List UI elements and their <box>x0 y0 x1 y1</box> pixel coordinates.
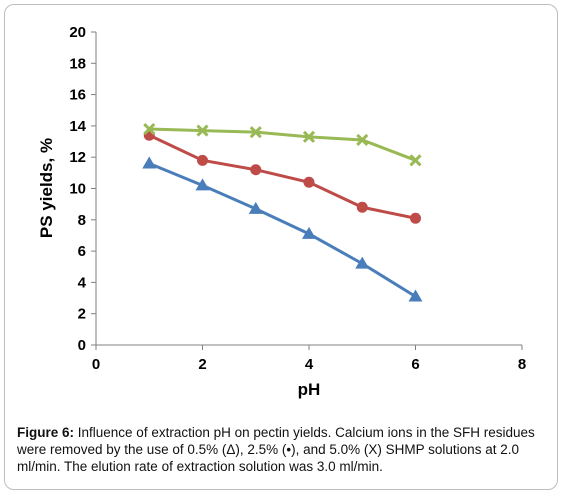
y-tick-label: 12 <box>69 149 86 166</box>
x-axis-label: pH <box>298 380 321 399</box>
y-tick-label: 16 <box>69 87 86 104</box>
circle-point <box>250 164 262 176</box>
x-point-stroke <box>249 126 262 139</box>
x-point-stroke <box>143 122 156 136</box>
line-chart: 0 2 4 6 8 10 12 14 16 18 20 0 2 4 6 8 pH PS yields, % <box>37 24 526 399</box>
x-point <box>356 133 369 147</box>
y-tick-label: 2 <box>78 306 86 323</box>
y-tick-label: 0 <box>78 337 86 354</box>
circle-point <box>410 212 421 224</box>
circle-point <box>356 201 368 213</box>
series-line-circle <box>148 133 416 220</box>
chart-series <box>142 122 423 302</box>
circle-point <box>303 176 315 188</box>
x-point-stroke <box>302 130 316 143</box>
triangle-point <box>195 178 210 191</box>
series-line-x <box>149 127 417 162</box>
figure-caption: Figure 6: Influence of extraction pH on … <box>17 424 545 475</box>
x-point-stroke <box>356 133 369 147</box>
x-point <box>143 122 156 136</box>
triangle-point <box>408 289 423 302</box>
x-tick-label: 2 <box>198 356 206 373</box>
triangle-point <box>355 256 370 269</box>
x-point <box>302 130 316 143</box>
caption-text: Influence of extraction pH on pectin yie… <box>17 425 535 474</box>
y-tick-label: 18 <box>69 55 86 72</box>
x-tick-label: 4 <box>305 356 314 373</box>
triangle-point <box>142 156 157 169</box>
y-axis-label: PS yields, % <box>37 138 56 238</box>
x-point-stroke <box>196 124 209 137</box>
x-tick-label: 8 <box>518 356 526 373</box>
x-point-stroke <box>409 154 422 167</box>
chart-axes: 0 2 4 6 8 10 12 14 16 18 20 0 2 4 6 8 <box>69 24 526 373</box>
y-tick-label: 8 <box>78 212 86 229</box>
triangle-point <box>248 201 263 214</box>
series-line-triangle <box>148 162 417 298</box>
x-point <box>249 126 262 139</box>
y-tick-label: 6 <box>78 243 86 260</box>
x-point <box>409 154 422 167</box>
x-tick-label: 0 <box>92 356 100 373</box>
y-tick-label: 4 <box>78 274 87 291</box>
x-tick-label: 6 <box>411 356 419 373</box>
x-point <box>196 124 209 137</box>
triangle-point <box>302 226 316 239</box>
caption-label: Figure 6: <box>17 425 75 440</box>
y-tick-label: 14 <box>69 118 86 135</box>
y-tick-label: 20 <box>69 24 86 41</box>
circle-point <box>197 154 208 166</box>
y-tick-label: 10 <box>69 181 86 198</box>
